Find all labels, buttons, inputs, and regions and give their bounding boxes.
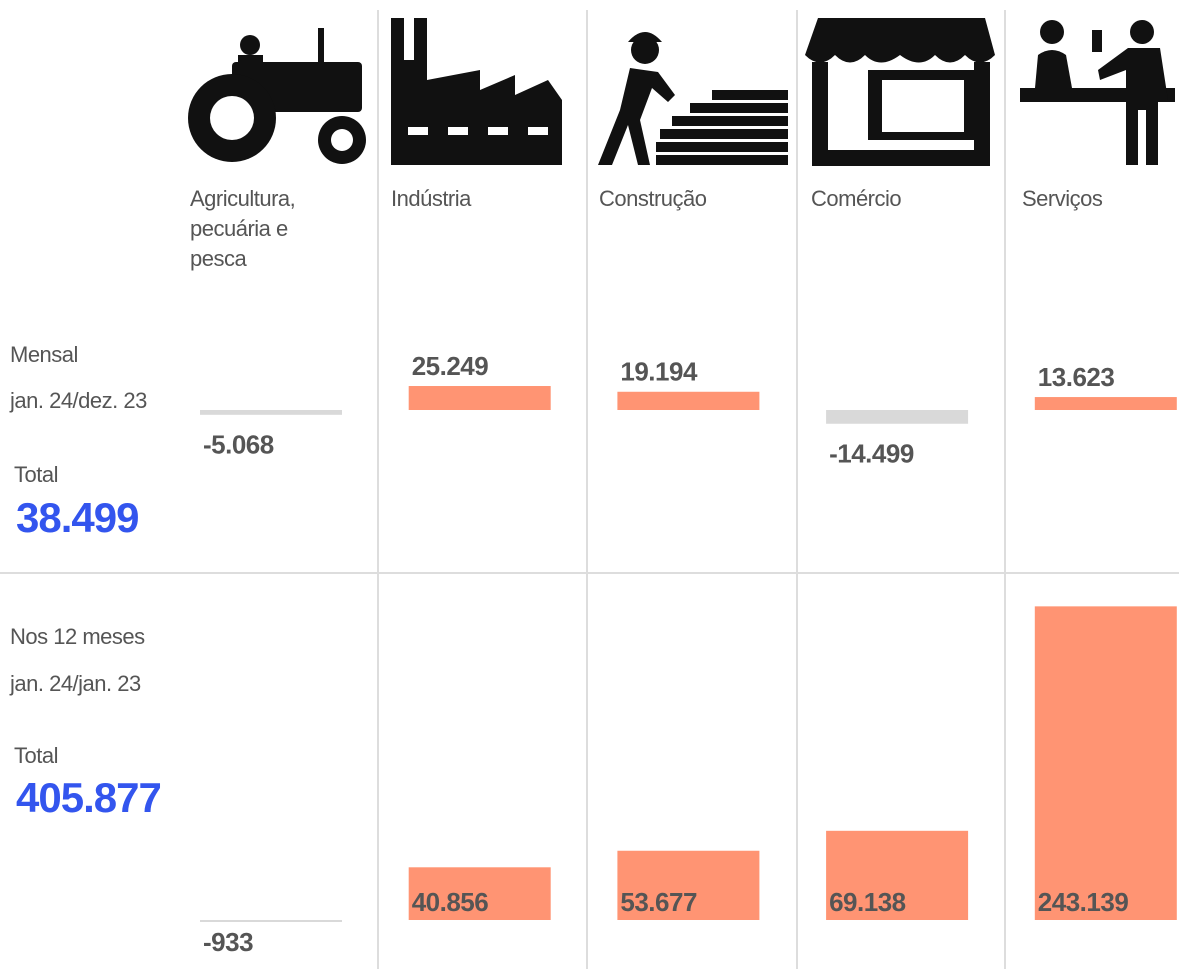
bar	[200, 410, 342, 415]
bar	[200, 920, 342, 922]
tractor-icon	[188, 28, 366, 164]
bar	[1034, 606, 1177, 920]
category-label: Serviços	[1022, 186, 1103, 211]
value-label: -14.499	[829, 439, 914, 469]
bar	[408, 386, 551, 410]
bar	[826, 830, 969, 920]
dividers	[0, 10, 1179, 969]
bar	[1034, 397, 1177, 410]
category-label: Indústria	[391, 186, 471, 211]
total-value: 405.877	[16, 774, 162, 821]
category-label: Agricultura, pecuária e pesca	[190, 186, 296, 271]
bar	[826, 410, 969, 424]
value-label: 25.249	[412, 351, 489, 381]
bar	[617, 850, 760, 920]
category-label: Construção	[599, 186, 707, 211]
value-label: 69.138	[829, 887, 906, 917]
category-label: Comércio	[811, 186, 902, 211]
bar	[408, 867, 551, 920]
bar	[617, 391, 760, 410]
total-label: Total	[14, 743, 58, 768]
value-label: -5.068	[203, 430, 274, 460]
value-label: 243.139	[1038, 887, 1129, 917]
value-label: 40.856	[412, 887, 489, 917]
series-name: Nos 12 meses	[10, 624, 145, 649]
total-value: 38.499	[16, 494, 139, 541]
value-label: 53.677	[620, 887, 697, 917]
series-period: jan. 24/jan. 23	[10, 671, 141, 696]
services-icon	[1020, 20, 1175, 165]
total-label: Total	[14, 462, 58, 487]
value-label: 19.194	[620, 357, 698, 387]
series-name: Mensal	[10, 342, 78, 367]
value-label: 13.623	[1038, 362, 1115, 392]
construction-icon	[598, 32, 788, 165]
value-label: -933	[203, 927, 253, 957]
factory-icon	[391, 18, 562, 165]
series-period: jan. 24/dez. 23	[10, 388, 147, 413]
shop-icon	[805, 18, 995, 166]
